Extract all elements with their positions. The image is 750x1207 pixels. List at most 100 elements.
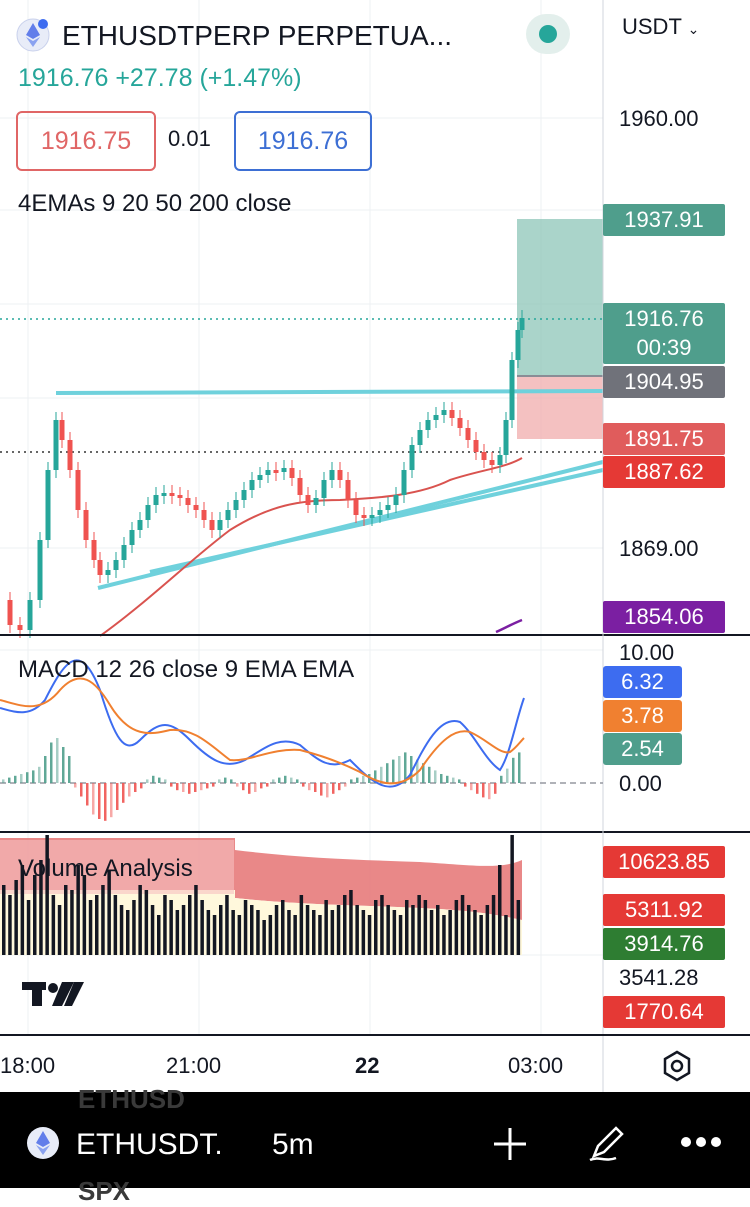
macd-histogram-bar <box>410 756 413 783</box>
candle-body <box>59 420 65 440</box>
volume-bar <box>330 910 335 955</box>
macd-histogram-bar <box>242 783 245 791</box>
currency-label: USDT <box>622 14 682 39</box>
ema-indicator-label[interactable]: 4EMAs 9 20 50 200 close <box>18 190 292 217</box>
buy-button[interactable]: 1916.76 <box>234 111 372 171</box>
volume-bar <box>349 890 353 955</box>
volume-bar <box>355 905 359 955</box>
pencil-icon[interactable] <box>586 1122 628 1164</box>
macd-histogram-bar <box>302 783 305 787</box>
macd-histogram-bar <box>176 783 179 791</box>
ema-200-price-tag: 1854.06 <box>603 601 725 633</box>
symbol-selector[interactable]: ETHUSDT. <box>76 1128 223 1161</box>
interval-selector[interactable]: 5m <box>272 1128 314 1161</box>
macd-histogram-bar <box>86 783 89 806</box>
candle-body <box>515 330 521 360</box>
volume-bar <box>76 865 80 955</box>
macd-histogram-bar <box>290 777 293 783</box>
position-loss-zone[interactable] <box>517 376 603 439</box>
volume-bar <box>423 900 428 955</box>
resistance-line[interactable] <box>55 389 604 395</box>
macd-indicator-label[interactable]: MACD 12 26 close 9 EMA EMA <box>18 656 355 683</box>
volume-bar <box>163 895 167 955</box>
candle-body <box>83 510 89 540</box>
price-axis-label: 1960.00 <box>619 106 699 131</box>
currency-selector[interactable]: USDT ⌄ <box>622 14 699 40</box>
candle-body <box>53 420 59 470</box>
price-axis-label: 1869.00 <box>619 536 699 561</box>
macd-histogram-bar <box>488 783 491 800</box>
volume-bar <box>411 905 415 955</box>
more-dots-icon[interactable] <box>680 1136 722 1148</box>
candle-body <box>45 470 51 540</box>
candle-body <box>433 415 439 420</box>
macd-histogram-bar <box>146 779 149 783</box>
macd-histogram-bar <box>380 766 383 783</box>
macd-histogram-bar <box>392 759 395 783</box>
market-status-indicator[interactable] <box>526 14 570 54</box>
volume-bar <box>392 910 397 955</box>
candle-body <box>393 495 399 505</box>
ema-50-line <box>99 457 523 637</box>
macd-histogram-bar <box>212 783 215 787</box>
tradingview-logo-icon[interactable] <box>22 978 84 1010</box>
price-change: +27.78 <box>115 64 193 92</box>
volume-bar <box>274 905 279 955</box>
macd-histogram-bar <box>104 783 107 821</box>
macd-histogram-bar <box>518 752 521 783</box>
signal-value-tag: 3.78 <box>603 700 682 732</box>
volume-bar <box>473 910 477 955</box>
position-profit-zone[interactable] <box>517 219 603 376</box>
volume-bar <box>268 915 273 955</box>
volume-bar <box>70 890 74 955</box>
hexagon-settings-icon[interactable] <box>661 1050 693 1082</box>
volume-bar <box>181 905 186 955</box>
macd-histogram-bar <box>308 783 311 791</box>
volume-band-lower <box>0 890 522 955</box>
candle-body <box>113 560 119 570</box>
candle-body <box>519 318 525 330</box>
macd-histogram-bar <box>230 779 233 783</box>
macd-histogram-bar <box>428 766 431 783</box>
time-axis-label: 21:00 <box>166 1053 222 1078</box>
macd-histogram-bar <box>446 775 449 783</box>
symbol-title[interactable]: ETHUSDTPERP PERPETUA... <box>62 20 453 51</box>
macd-histogram-bar <box>272 779 275 783</box>
volume-bar <box>429 910 434 955</box>
candle-body <box>409 445 415 470</box>
volume-bar <box>374 900 378 955</box>
macd-histogram-bar <box>224 777 227 783</box>
macd-histogram-bar <box>74 783 77 788</box>
macd-histogram-bar <box>50 742 53 783</box>
candle-body <box>105 570 111 575</box>
macd-histogram-bar <box>356 777 359 783</box>
candle-body <box>67 440 73 470</box>
spread-value: 0.01 <box>168 126 211 151</box>
macd-histogram-bar <box>194 783 197 792</box>
macd-histogram-bar <box>98 783 101 819</box>
candle-body <box>329 470 335 480</box>
volume-bar <box>188 895 192 955</box>
volume-bar <box>448 910 452 955</box>
ethereum-symbol-icon[interactable] <box>26 1126 60 1160</box>
macd-histogram-bar <box>56 738 59 783</box>
volume-bar <box>157 915 161 955</box>
plus-icon[interactable] <box>492 1126 528 1162</box>
volume-bar <box>398 915 403 955</box>
candle-body <box>169 493 175 496</box>
volume-axis-label: 3541.28 <box>619 965 699 990</box>
macd-histogram-bar <box>236 783 239 787</box>
volume-indicator-label[interactable]: Volume Analysis <box>18 855 193 882</box>
macd-histogram-bar <box>182 783 185 792</box>
chart-canvas[interactable] <box>0 0 750 1092</box>
macd-histogram-bar <box>110 783 113 818</box>
candle-body <box>473 440 479 452</box>
volume-bar <box>516 900 521 955</box>
sell-button[interactable]: 1916.75 <box>16 111 156 171</box>
macd-histogram-bar <box>122 783 125 803</box>
macd-histogram-bar <box>200 783 203 791</box>
price-change-percent: (+1.47%) <box>199 64 302 92</box>
ema-200-line <box>495 618 523 634</box>
macd-histogram-bar <box>476 783 479 794</box>
trendline-upper[interactable] <box>149 468 604 574</box>
